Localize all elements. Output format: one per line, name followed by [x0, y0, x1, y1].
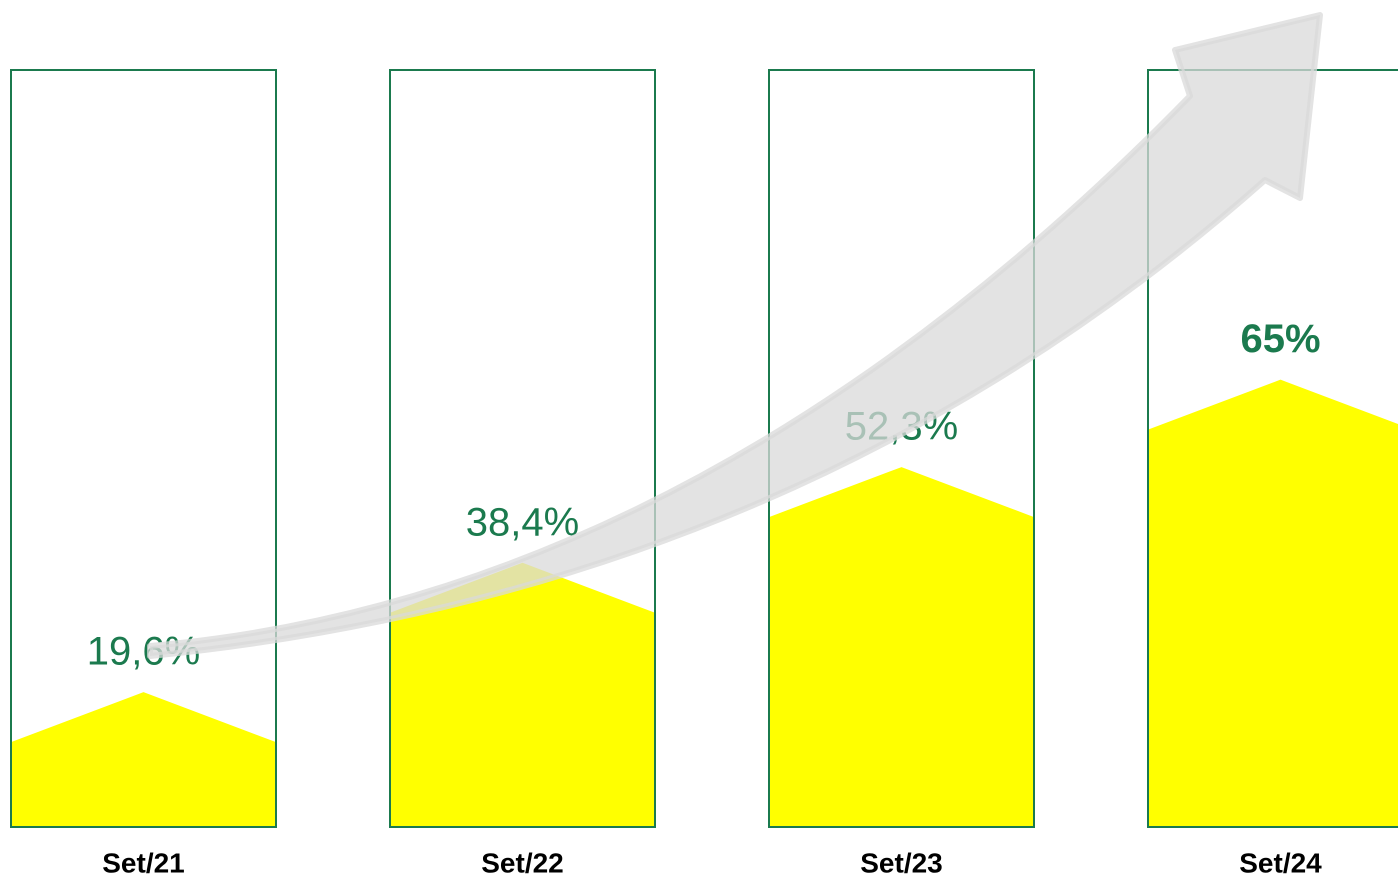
value-label: 38,4%	[466, 500, 579, 544]
value-label: 65%	[1240, 317, 1320, 361]
category-label: Set/24	[1239, 847, 1322, 878]
bar	[769, 467, 1034, 827]
category-label: Set/21	[102, 847, 185, 878]
bar	[390, 562, 655, 827]
bars: 19,6%Set/2138,4%Set/2252,3%Set/2365%Set/…	[10, 69, 1398, 878]
trend-arrow	[147, 12, 1323, 659]
category-label: Set/22	[481, 847, 564, 878]
bar-outline	[389, 69, 656, 828]
category-label: Set/23	[860, 847, 943, 878]
bar-outline	[10, 69, 277, 828]
bar	[11, 692, 276, 827]
bar	[1148, 379, 1398, 827]
